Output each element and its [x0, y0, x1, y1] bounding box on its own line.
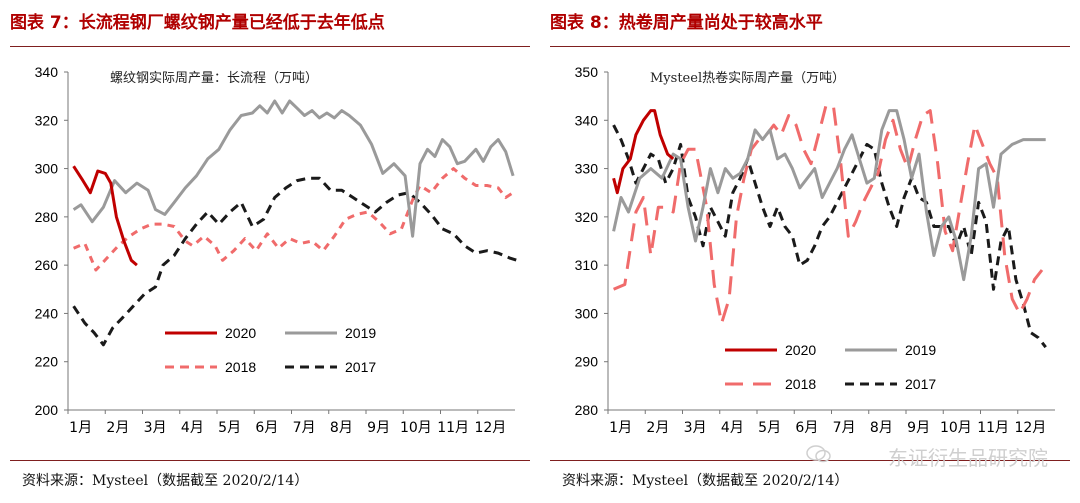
- y-tick-label: 320: [575, 209, 599, 225]
- series-line-2019: [72, 99, 515, 238]
- series-line-2017: [612, 124, 1047, 349]
- x-tick-label: 9月: [367, 420, 390, 436]
- legend-label-2020: 2020: [225, 325, 256, 341]
- chart-canvas: 280 290 300 310 320 330 340 350 1月 2月 3月 4月 5月 6月 7月 8月…: [575, 64, 1055, 436]
- source-rule: [550, 460, 1070, 461]
- x-tick-label: 7月: [833, 420, 856, 436]
- series-line-2020: [612, 109, 675, 195]
- x-tick-label: 4月: [181, 420, 204, 436]
- chart-source: 资料来源：Mysteel（数据截至 2020/2/14）: [562, 473, 849, 489]
- y-tick-label: 280: [575, 402, 599, 418]
- title-rule: [550, 46, 1070, 47]
- watermark-text: 东证衍生品研究院: [888, 446, 1048, 470]
- title-rule: [10, 46, 530, 47]
- y-tick-label: 340: [35, 64, 59, 80]
- x-tick-label: 2月: [646, 420, 669, 436]
- chart-canvas: 200 220 240 260 280 300 320 340 1月 2月 3月 4月 5月 6月 7月 8月…: [35, 64, 518, 436]
- wechat-icon: [806, 445, 831, 463]
- legend-label-2017: 2017: [905, 376, 936, 392]
- x-tick-label: 9月: [907, 420, 930, 436]
- x-tick-label: 11月: [977, 420, 1009, 436]
- y-tick-label: 310: [575, 257, 599, 273]
- y-tick-label: 260: [35, 257, 59, 273]
- y-tick-label: 200: [35, 402, 59, 418]
- x-tick-label: 7月: [293, 420, 316, 436]
- chart-panel-left: 图表 7：长流程钢厂螺纹钢产量已经低于去年低点 200 220 240 260 280 3…: [10, 13, 530, 489]
- x-tick-label: 1月: [69, 420, 92, 436]
- x-tick-label: 10月: [940, 420, 972, 436]
- series-line-2020: [72, 165, 138, 267]
- chart-panel-right: 图表 8：热卷周产量尚处于较高水平 280 290 300 310 320 330 340 3…: [540, 0, 1080, 503]
- y-tick-label: 300: [575, 305, 599, 321]
- y-tick-label: 220: [35, 354, 59, 370]
- x-tick-label: 2月: [106, 420, 129, 436]
- series-line-2018: [73, 167, 514, 272]
- y-tick-label: 290: [575, 354, 599, 370]
- y-tick-label: 340: [575, 112, 599, 128]
- x-tick-label: 3月: [684, 420, 707, 436]
- legend-label-2020: 2020: [785, 342, 816, 358]
- chart-title: 图表 8：热卷周产量尚处于较高水平: [550, 13, 823, 33]
- chart-annotation: 螺纹钢实际周产量：长流程（万吨）: [110, 71, 318, 86]
- x-tick-label: 10月: [400, 420, 432, 436]
- legend-label-2018: 2018: [225, 359, 256, 375]
- legend-label-2017: 2017: [345, 359, 376, 375]
- x-tick-label: 8月: [870, 420, 893, 436]
- chart-title: 图表 7：长流程钢厂螺纹钢产量已经低于去年低点: [10, 13, 385, 33]
- legend-label-2018: 2018: [785, 376, 816, 392]
- x-tick-label: 12月: [474, 420, 506, 436]
- x-tick-label: 5月: [758, 420, 781, 436]
- source-rule: [10, 460, 530, 461]
- chart-source: 资料来源：Mysteel（数据截至 2020/2/14）: [22, 473, 309, 489]
- y-tick-label: 300: [35, 161, 59, 177]
- x-tick-label: 5月: [218, 420, 241, 436]
- x-tick-label: 1月: [609, 420, 632, 436]
- x-tick-label: 8月: [330, 420, 353, 436]
- series-line-2017: [72, 176, 518, 347]
- legend-label-2019: 2019: [345, 325, 376, 341]
- chart-annotation: Mysteel热卷实际周产量（万吨）: [650, 70, 845, 86]
- y-tick-label: 330: [575, 161, 599, 177]
- x-tick-label: 12月: [1014, 420, 1046, 436]
- x-tick-label: 11月: [437, 420, 469, 436]
- x-tick-label: 6月: [255, 420, 278, 436]
- x-tick-label: 6月: [795, 420, 818, 436]
- x-tick-label: 3月: [144, 420, 167, 436]
- series-line-2019: [612, 109, 1046, 282]
- y-tick-label: 350: [575, 64, 599, 80]
- y-tick-label: 240: [35, 305, 59, 321]
- x-tick-label: 4月: [721, 420, 744, 436]
- y-tick-label: 320: [35, 112, 59, 128]
- y-tick-label: 280: [35, 209, 59, 225]
- legend-label-2019: 2019: [905, 342, 936, 358]
- series-line-2018: [613, 104, 1044, 325]
